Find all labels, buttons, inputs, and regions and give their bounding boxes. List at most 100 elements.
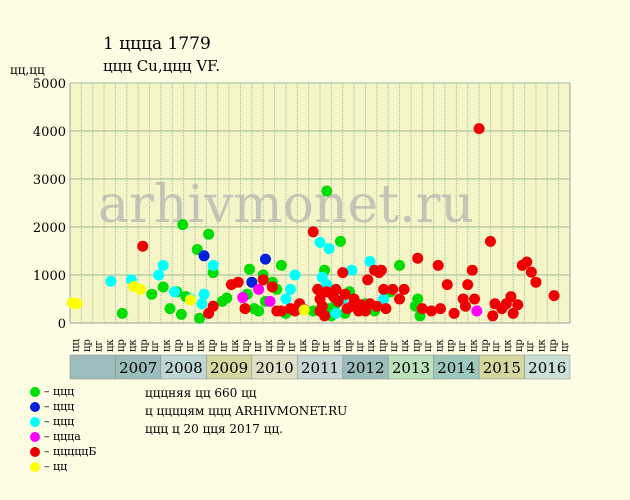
- data-point: [416, 303, 428, 315]
- data-point: [280, 293, 292, 305]
- legend-item: – цц: [30, 459, 96, 474]
- data-point: [378, 293, 390, 305]
- month-tick-label: цр: [480, 339, 491, 352]
- year-label: 2013: [392, 359, 430, 377]
- data-point: [253, 283, 265, 295]
- year-label: 2009: [210, 359, 248, 377]
- data-point: [441, 279, 453, 291]
- data-point: [471, 305, 483, 317]
- data-point: [164, 303, 176, 315]
- data-point: [105, 275, 117, 287]
- month-tick-label: цк: [128, 339, 139, 352]
- data-point: [364, 256, 376, 268]
- year-band: [206, 354, 253, 380]
- data-point: [375, 264, 387, 276]
- month-tick-label: цр: [514, 339, 525, 352]
- data-point: [330, 307, 342, 319]
- legend-marker: [30, 461, 40, 472]
- month-tick-label: цк: [162, 339, 173, 352]
- month-tick-label: цр: [309, 339, 320, 352]
- data-point: [134, 283, 146, 295]
- month-tick-label: цг: [321, 340, 332, 352]
- data-point: [432, 259, 444, 271]
- data-point: [169, 286, 181, 298]
- data-point: [314, 236, 326, 248]
- year-label: 2015: [483, 359, 521, 377]
- legend-label: – ццц: [44, 385, 75, 398]
- data-point: [232, 276, 244, 288]
- data-point: [298, 304, 310, 316]
- axes: 0 1000 2000 3000 4000 5000: [33, 77, 571, 332]
- data-point: [425, 305, 437, 317]
- month-axis: цц цр цг цк цр цк цр цг цк цр цг цк цр цг цк цр цг цк цр цг…: [71, 339, 571, 352]
- data-point: [177, 219, 189, 231]
- data-point: [330, 283, 342, 295]
- year-band: [524, 354, 571, 380]
- data-point: [398, 283, 410, 295]
- data-point: [339, 288, 351, 300]
- month-tick-label: цц: [71, 339, 82, 352]
- data-point: [137, 240, 149, 252]
- month-tick-label: цг: [218, 340, 229, 352]
- data-point: [394, 259, 406, 271]
- legend-marker: [30, 431, 40, 442]
- data-point: [394, 293, 406, 305]
- legend-item: – ццц: [30, 399, 96, 414]
- year-label: 2016: [528, 359, 566, 377]
- y-tick-label: 2000: [33, 221, 66, 236]
- data-point: [146, 288, 158, 300]
- data-point: [469, 293, 481, 305]
- month-tick-label: цг: [559, 340, 570, 352]
- y-tick-label: 0: [58, 317, 66, 332]
- y-tick-label: 1000: [33, 269, 66, 284]
- data-point: [207, 300, 219, 312]
- year-label: 2014: [437, 359, 475, 377]
- month-tick-label: цр: [343, 339, 354, 352]
- data-point: [505, 291, 517, 303]
- data-point: [198, 288, 210, 300]
- data-point: [275, 305, 287, 317]
- legend-label: – ццц: [44, 400, 75, 413]
- data-point: [264, 295, 276, 307]
- legend-marker: [30, 416, 40, 427]
- data-point: [275, 259, 287, 271]
- month-tick-label: цр: [82, 339, 93, 352]
- y-tick-label: 5000: [33, 77, 66, 92]
- year-band: [433, 354, 480, 380]
- data-point: [473, 123, 485, 135]
- month-tick-label: цк: [298, 339, 309, 352]
- legend-item: – ццц: [30, 384, 96, 399]
- data-point: [257, 274, 269, 286]
- month-tick-label: цг: [93, 340, 104, 352]
- data-point: [316, 300, 328, 312]
- info-line-average: цццняя цц 660 цц: [145, 386, 257, 400]
- data-point: [244, 263, 256, 275]
- month-tick-label: цк: [264, 339, 275, 352]
- data-point: [371, 300, 383, 312]
- data-point: [512, 299, 524, 311]
- chart-title: 1 ццца 1779: [103, 34, 211, 54]
- month-tick-label: цг: [389, 340, 400, 352]
- legend-item: – ццца: [30, 429, 96, 444]
- month-tick-label: цк: [468, 339, 479, 352]
- data-point: [525, 266, 537, 278]
- data-point: [253, 305, 265, 317]
- year-band: [297, 354, 343, 380]
- data-point: [157, 281, 169, 293]
- y-tick-label: 3000: [33, 173, 66, 188]
- data-point: [337, 267, 349, 279]
- year-band-blank: [69, 354, 116, 380]
- data-point: [196, 298, 208, 310]
- month-tick-label: цр: [173, 339, 184, 352]
- data-point: [203, 228, 215, 240]
- data-point: [239, 303, 251, 315]
- data-point: [507, 307, 519, 319]
- year-band: [160, 354, 207, 380]
- month-tick-label: цг: [253, 340, 264, 352]
- month-tick-label: цг: [525, 340, 536, 352]
- data-point: [484, 235, 496, 247]
- info-line-date: ццц ц 20 цця 2017 цц.: [145, 422, 283, 436]
- data-point: [237, 292, 249, 304]
- data-point: [530, 276, 542, 288]
- year-axis: 2007 2008 2009 2010 2011 2012 2013 2014 2015 2016: [69, 354, 571, 380]
